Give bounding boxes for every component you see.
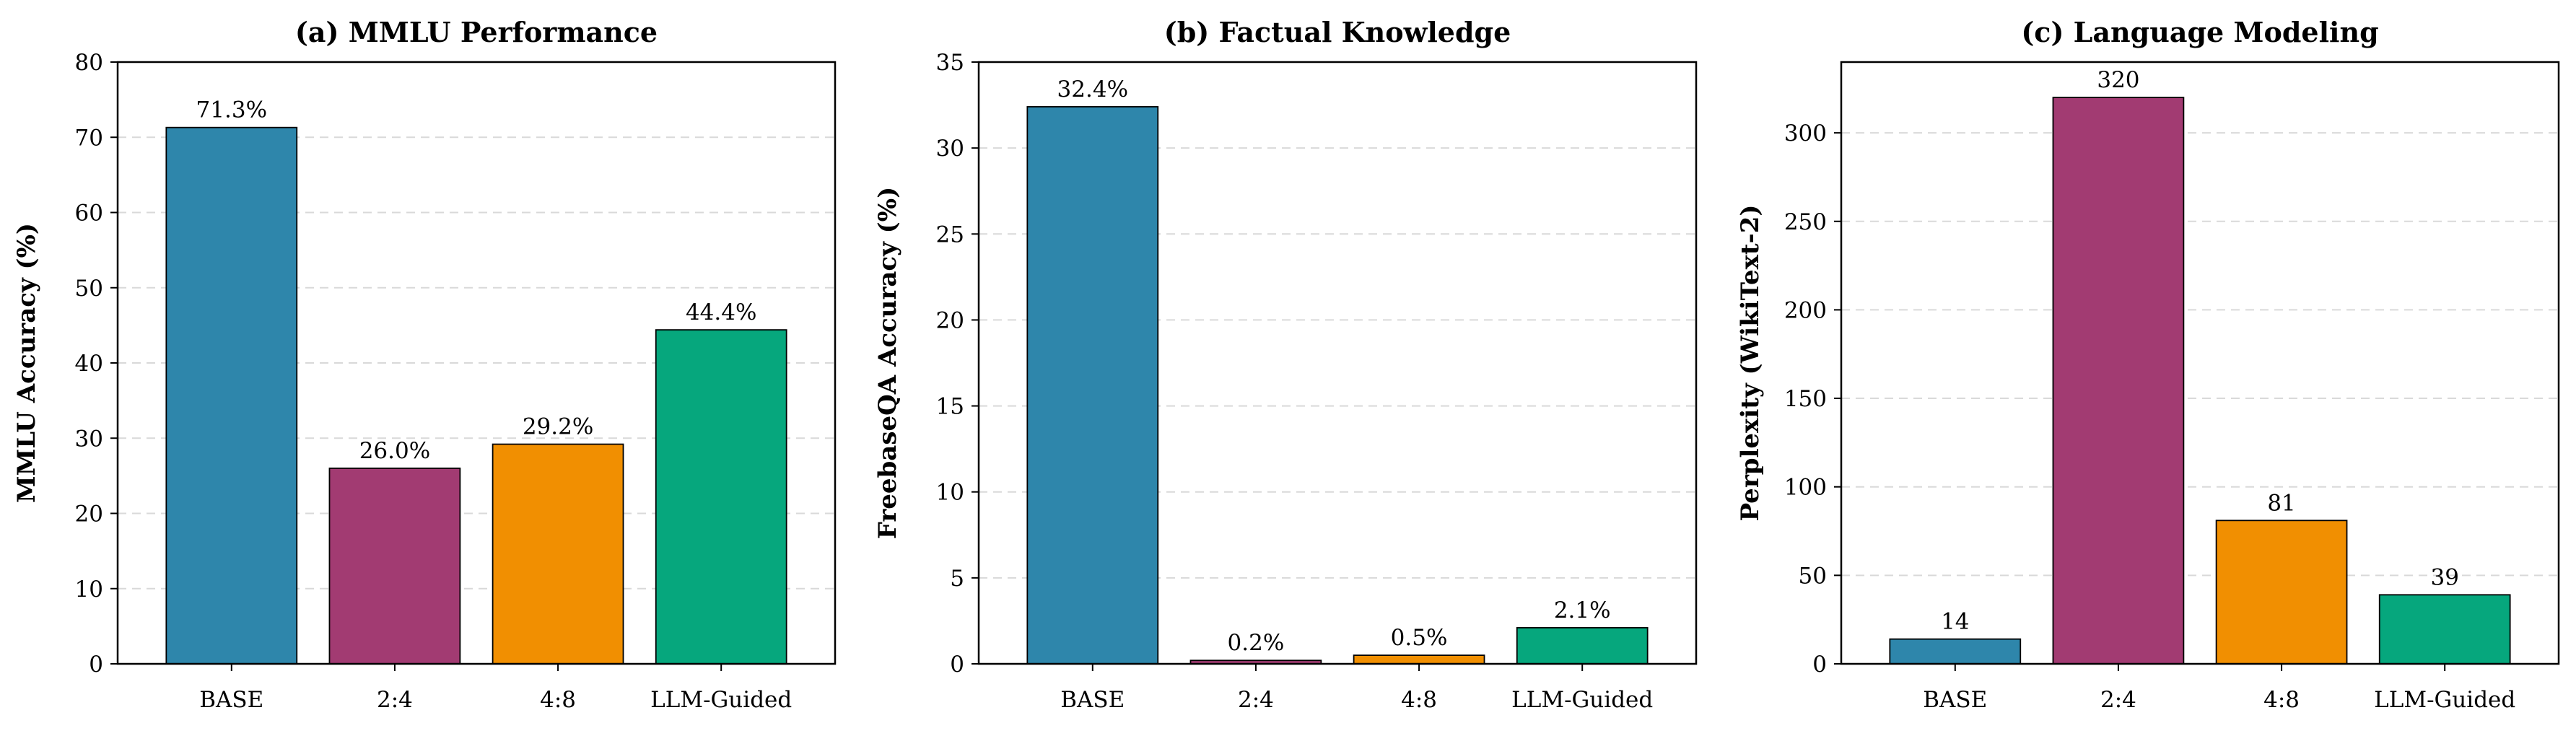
data-label-2-4: 320 xyxy=(2097,67,2139,93)
y-tick-label: 10 xyxy=(75,577,103,603)
y-tick-label: 5 xyxy=(950,566,964,592)
bar-2-4 xyxy=(2052,97,2185,665)
y-tick-label: 80 xyxy=(75,50,103,76)
y-tick-label: 0 xyxy=(1812,652,1827,678)
data-label-4-8: 29.2% xyxy=(523,414,593,440)
y-tick-label: 150 xyxy=(1784,386,1827,412)
bar-base xyxy=(1889,638,2022,665)
bar-llm-guided xyxy=(2378,594,2511,665)
data-label-base: 71.3% xyxy=(196,97,267,123)
data-label-llm-guided: 44.4% xyxy=(686,299,756,325)
axes-frame xyxy=(977,61,1698,665)
bar-llm-guided xyxy=(655,329,787,665)
y-tick-label: 60 xyxy=(75,201,103,227)
y-tick-label: 0 xyxy=(89,652,103,678)
data-label-llm-guided: 39 xyxy=(2430,564,2458,590)
data-label-base: 14 xyxy=(1941,609,1969,635)
x-tick-label: 4:8 xyxy=(2263,687,2300,713)
panel-factual-knowledge: 32.4% BASE 0.2% 2:4 0.5% 4:8 2.1% LLM-Guided 0 5 1… xyxy=(873,16,1698,713)
y-tick-label: 50 xyxy=(75,276,103,302)
chart-title: (a) MMLU Performance xyxy=(295,16,658,48)
x-tick-label: 2:4 xyxy=(2100,687,2136,713)
x-tick-label: 4:8 xyxy=(540,687,576,713)
y-tick-label: 35 xyxy=(936,50,964,76)
y-tick-label: 100 xyxy=(1784,475,1827,501)
y-tick-label: 30 xyxy=(75,426,103,452)
chart-title: (b) Factual Knowledge xyxy=(1164,16,1511,48)
bar-2-4 xyxy=(328,468,461,665)
y-tick-label: 50 xyxy=(1799,563,1827,589)
data-label-4-8: 0.5% xyxy=(1391,625,1448,651)
y-tick-label: 200 xyxy=(1784,297,1827,323)
y-tick-label: 15 xyxy=(936,394,964,420)
panel-language-modeling: 14 BASE 320 2:4 81 4:8 39 LLM-Guided 0 50 100 150 20… xyxy=(1736,16,2560,713)
bar-4-8 xyxy=(492,443,624,665)
y-tick-label: 300 xyxy=(1784,121,1827,146)
bar-base xyxy=(1026,106,1159,665)
data-label-2-4: 0.2% xyxy=(1228,630,1285,656)
data-label-4-8: 81 xyxy=(2267,490,2295,516)
y-tick-label: 250 xyxy=(1784,209,1827,235)
x-tick-label: 4:8 xyxy=(1401,687,1437,713)
y-axis-label: MMLU Accuracy (%) xyxy=(12,223,41,503)
y-tick-label: 20 xyxy=(936,307,964,333)
axes-frame xyxy=(116,61,837,665)
x-tick-label: BASE xyxy=(1923,687,1987,713)
panel-mmlu-performance: 71.3% BASE 26.0% 2:4 29.2% 4:8 44.4% LLM-Guided… xyxy=(12,16,837,713)
y-tick-label: 30 xyxy=(936,136,964,162)
y-axis-label: Perplexity (WikiText-2) xyxy=(1736,205,1765,522)
x-tick-label: LLM-Guided xyxy=(2374,687,2515,713)
y-axis-label: FreebaseQA Accuracy (%) xyxy=(873,187,902,539)
x-tick-label: BASE xyxy=(1060,687,1125,713)
bar-4-8 xyxy=(2215,520,2348,665)
axes-frame xyxy=(1840,61,2560,665)
x-tick-label: LLM-Guided xyxy=(650,687,792,713)
y-tick-label: 40 xyxy=(75,351,103,377)
bar-base xyxy=(165,126,298,665)
y-tick-label: 70 xyxy=(75,125,103,151)
x-tick-label: BASE xyxy=(199,687,263,713)
chart-title: (c) Language Modeling xyxy=(2021,16,2378,48)
y-tick-label: 10 xyxy=(936,480,964,506)
x-tick-label: 2:4 xyxy=(377,687,413,713)
y-tick-label: 0 xyxy=(950,652,964,678)
data-label-2-4: 26.0% xyxy=(359,438,430,464)
x-tick-label: 2:4 xyxy=(1238,687,1274,713)
bar-llm-guided xyxy=(1516,627,1649,665)
bar-4-8 xyxy=(1353,654,1485,665)
data-label-llm-guided: 2.1% xyxy=(1554,597,1611,623)
x-tick-label: LLM-Guided xyxy=(1511,687,1653,713)
data-label-base: 32.4% xyxy=(1057,76,1128,102)
y-tick-label: 20 xyxy=(75,501,103,527)
y-tick-label: 25 xyxy=(936,222,964,247)
